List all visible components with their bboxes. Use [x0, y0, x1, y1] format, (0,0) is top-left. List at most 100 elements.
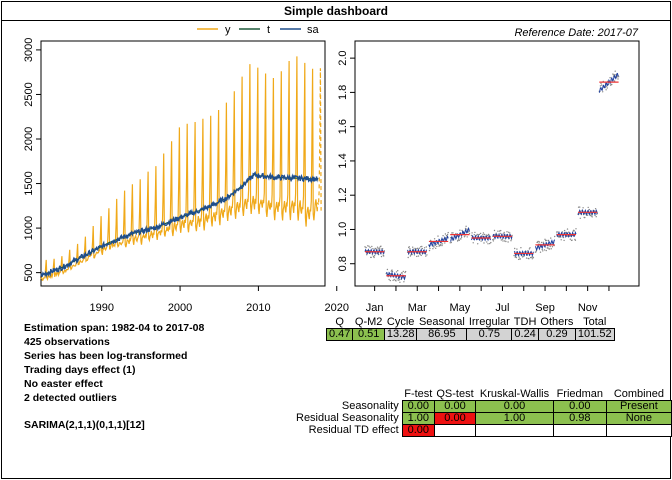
- series-y-forecast-line: [316, 68, 322, 212]
- summary-span: Estimation span: 1982-04 to 2017-08: [24, 322, 205, 334]
- sic-point: [417, 247, 419, 250]
- sic-sa-line: [534, 239, 556, 251]
- sic-point: [517, 258, 520, 261]
- sic-point: [425, 246, 427, 248]
- sic-point: [500, 239, 502, 241]
- sic-point: [373, 256, 375, 259]
- sic-point: [458, 239, 460, 242]
- stats-value-total: 101.52: [574, 328, 615, 341]
- summary-log: Series has been log-transformed: [24, 350, 188, 362]
- sic-point: [510, 240, 512, 242]
- sic-point: [520, 247, 522, 249]
- sic-point: [417, 255, 420, 257]
- ts-y-tick-label: 500: [23, 263, 35, 281]
- tests-cell: 1.00: [475, 412, 554, 425]
- sic-point: [531, 258, 533, 260]
- sic-point: [589, 214, 592, 217]
- series-sa-line: [40, 170, 319, 279]
- tests-header-combined: Combined: [613, 388, 664, 400]
- tests-header-kw: Kruskal-Wallis: [479, 388, 550, 400]
- decomposition-stats-table: Q Q-M2 Cycle Seasonal Irregular TDH Othe…: [325, 317, 615, 341]
- sic-point: [509, 232, 511, 234]
- sic-month-dec: [598, 70, 620, 93]
- tests-cell: 0.98: [552, 412, 607, 425]
- stats-header-row: Q Q-M2 Cycle Seasonal Irregular TDH Othe…: [327, 317, 615, 329]
- sic-point: [446, 233, 449, 236]
- sic-point: [444, 233, 447, 235]
- sic-point: [614, 70, 616, 72]
- sic-point: [609, 77, 611, 79]
- legend: y t sa: [197, 24, 320, 36]
- sic-point: [465, 225, 467, 227]
- sic-month-may: [449, 225, 471, 244]
- sic-point: [544, 238, 546, 240]
- sic-point: [425, 255, 427, 257]
- sic-month-sep: [534, 235, 556, 253]
- legend-t-label: t: [267, 24, 270, 36]
- sic-point: [588, 208, 591, 211]
- sic-point: [515, 256, 518, 259]
- tests-header-qstest: QS-test: [436, 388, 474, 400]
- sic-point: [377, 248, 379, 250]
- sic-point: [602, 91, 604, 93]
- sic-point: [493, 229, 496, 232]
- tests-row-residual-seasonality: Residual Seasonality 1.00 0.00 1.00 0.98…: [294, 412, 672, 425]
- stats-header-q: Q: [335, 316, 344, 328]
- sic-point: [420, 254, 422, 257]
- tests-header-ftest: F-test: [404, 388, 433, 400]
- sic-point: [428, 249, 431, 252]
- sic-point: [613, 80, 616, 82]
- sic-point: [392, 279, 394, 282]
- sic-point: [404, 270, 407, 273]
- sic-point: [367, 245, 369, 247]
- sic-point: [460, 236, 463, 239]
- sic-point: [426, 254, 428, 256]
- sic-point: [431, 241, 433, 244]
- sic-month-jul: [492, 229, 513, 243]
- tests-cell: 1.00: [401, 412, 435, 425]
- sic-point: [466, 228, 468, 230]
- sic-point: [389, 279, 391, 282]
- series-y-line: [40, 56, 318, 282]
- sic-point: [569, 238, 571, 240]
- stats-value-seasonal: 86.95: [416, 328, 468, 341]
- sic-y-tick-label: 2.0: [337, 50, 349, 65]
- tests-cell: 0.00: [552, 400, 607, 413]
- ts-y-tick-label: 1500: [23, 171, 35, 195]
- sic-point: [502, 240, 504, 242]
- sic-point: [432, 248, 434, 250]
- sic-point: [482, 234, 484, 236]
- sic-point: [579, 206, 581, 208]
- sic-point: [477, 234, 479, 236]
- sic-point: [477, 243, 479, 245]
- reference-date: Reference Date: 2017-07: [514, 27, 638, 39]
- ts-plot-frame: [40, 40, 326, 287]
- ts-y-tick-label: 2500: [23, 82, 35, 106]
- sic-point: [365, 246, 367, 249]
- sic-point: [540, 241, 543, 244]
- sic-point: [535, 251, 537, 253]
- sic-point: [366, 254, 368, 256]
- sic-point: [441, 244, 443, 247]
- sic-point: [528, 258, 530, 260]
- tests-cell: 0.00: [401, 400, 435, 413]
- summary-outliers: 2 detected outliers: [24, 392, 117, 404]
- sic-month-jun: [470, 231, 492, 245]
- sic-point: [371, 245, 373, 248]
- sic-point: [584, 216, 586, 219]
- tests-cell: [552, 424, 607, 437]
- sic-month-oct: [556, 228, 577, 242]
- stats-value-row: 0.47 0.51 13.28 86.95 0.75 0.24 0.29 101…: [325, 328, 615, 341]
- sic-point: [531, 256, 533, 258]
- sic-point: [402, 270, 404, 273]
- sic-point: [546, 239, 548, 242]
- sic-point: [440, 243, 442, 246]
- sic-point: [476, 233, 478, 236]
- sic-point: [403, 281, 405, 283]
- sic-layer: [364, 70, 620, 283]
- sic-point: [444, 242, 446, 244]
- ts-x-tick-label: 1990: [89, 302, 113, 314]
- sic-point: [569, 235, 571, 238]
- sic-point: [575, 228, 577, 230]
